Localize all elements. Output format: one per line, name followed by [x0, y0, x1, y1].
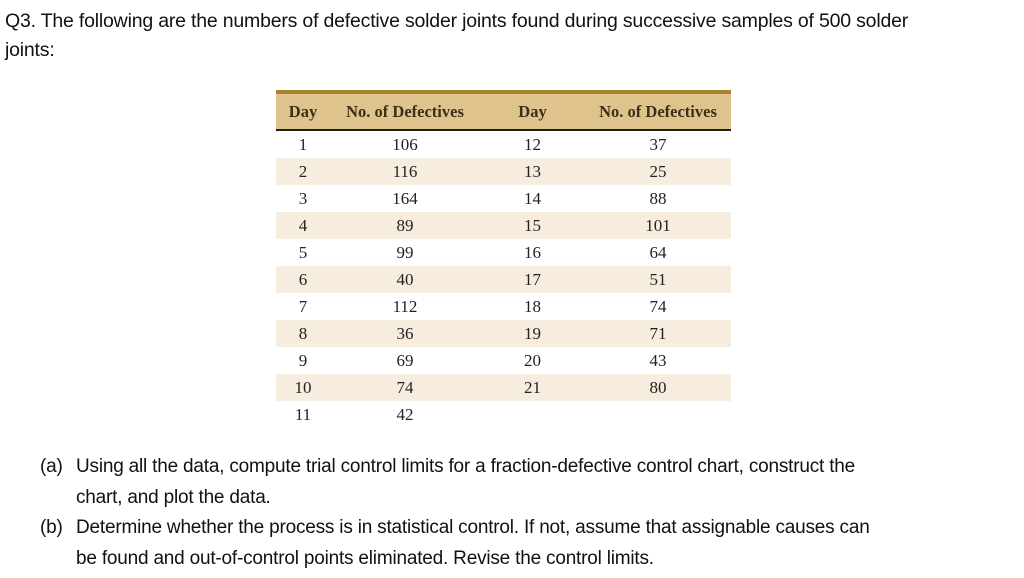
table-cell: 69	[396, 350, 414, 370]
column-header-defectives-2: No. of Defectives	[585, 92, 731, 131]
table-cell: 4	[298, 215, 308, 235]
table-cell: 10	[294, 377, 312, 397]
table-cell: 101	[645, 215, 671, 235]
table-row: 5 99 16 64	[276, 239, 731, 266]
table-cell: 112	[392, 296, 418, 316]
column-header-day-1: Day	[276, 92, 330, 131]
table-cell: 14	[524, 188, 541, 208]
table-row: 2 116 13 25	[276, 158, 731, 185]
column-header-defectives-1: No. of Defectives	[330, 92, 480, 131]
table-cell: 18	[524, 296, 541, 316]
question-a-line-1: Using all the data, compute trial contro…	[76, 456, 856, 477]
table-cell: 17	[524, 269, 541, 289]
table-cell: 19	[524, 323, 541, 343]
table-cell: 106	[392, 134, 418, 154]
table-cell: 42	[396, 404, 414, 424]
table-cell: 80	[649, 377, 667, 397]
table-cell: 74	[649, 296, 667, 316]
table-cell: 6	[298, 269, 308, 289]
question-item-b: (b) Determine whether the process is in …	[40, 513, 1015, 574]
table-cell: 51	[649, 269, 667, 289]
table-cell: 74	[396, 377, 414, 397]
table-cell: 40	[396, 269, 414, 289]
table-cell: 116	[392, 161, 418, 181]
table-cell: 164	[392, 188, 418, 208]
table-cell: 15	[524, 215, 541, 235]
question-item-a: (a) Using all the data, compute trial co…	[40, 452, 1015, 513]
sub-questions: (a) Using all the data, compute trial co…	[40, 452, 1015, 574]
table-header-row: Day No. of Defectives Day No. of Defecti…	[276, 92, 731, 131]
table-cell	[480, 401, 585, 428]
table-cell: 3	[298, 188, 308, 208]
question-b-text: Determine whether the process is in stat…	[76, 513, 1015, 574]
table-cell: 89	[396, 215, 414, 235]
question-a-text: Using all the data, compute trial contro…	[76, 452, 1015, 513]
table-cell: 21	[524, 377, 541, 397]
table-row: 1 106 12 37	[276, 130, 731, 158]
table-cell: 88	[649, 188, 667, 208]
table-cell: 25	[649, 161, 667, 181]
question-a-label: (a)	[40, 456, 63, 477]
table-row: 9 69 20 43	[276, 347, 731, 374]
table-row: 10 74 21 80	[276, 374, 731, 401]
table-cell: 16	[524, 242, 541, 262]
question-a-line-2: chart, and plot the data.	[76, 486, 271, 508]
table-cell: 36	[396, 323, 414, 343]
table-cell: 99	[396, 242, 414, 262]
question-title: Q3. The following are the numbers of def…	[5, 7, 1019, 65]
table-cell: 37	[649, 134, 667, 154]
column-header-day-2: Day	[480, 92, 585, 131]
table-row: 8 36 19 71	[276, 320, 731, 347]
defectives-table-body: 1 106 12 37 2 116 13 25 3 164 14 88 4 89 15 101 5 99 16 64 6…	[276, 130, 731, 428]
table-cell: 7	[298, 296, 308, 316]
table-cell: 43	[649, 350, 667, 370]
question-b-line-1: Determine whether the process is in stat…	[76, 517, 870, 538]
question-title-line-2: joints:	[5, 39, 55, 61]
question-b-line-2: be found and out-of-control points elimi…	[76, 547, 654, 569]
table-cell: 20	[524, 350, 541, 370]
table-row: 7 112 18 74	[276, 293, 731, 320]
table-cell: 64	[649, 242, 667, 262]
table-row: 11 42	[276, 401, 731, 428]
table-cell	[585, 401, 731, 428]
table-cell: 2	[298, 161, 308, 181]
question-title-line-1: Q3. The following are the numbers of def…	[5, 10, 909, 32]
question-b-label: (b)	[40, 517, 63, 538]
table-cell: 8	[298, 323, 308, 343]
table-cell: 13	[524, 161, 541, 181]
table-cell: 71	[649, 323, 667, 343]
table-cell: 11	[294, 404, 312, 424]
defectives-table: Day No. of Defectives Day No. of Defecti…	[276, 90, 731, 428]
table-row: 4 89 15 101	[276, 212, 731, 239]
table-cell: 9	[298, 350, 308, 370]
table-row: 6 40 17 51	[276, 266, 731, 293]
table-cell: 1	[298, 134, 308, 154]
defectives-table-container: Day No. of Defectives Day No. of Defecti…	[276, 90, 731, 428]
table-row: 3 164 14 88	[276, 185, 731, 212]
table-cell: 12	[524, 134, 541, 154]
table-cell: 5	[298, 242, 308, 262]
